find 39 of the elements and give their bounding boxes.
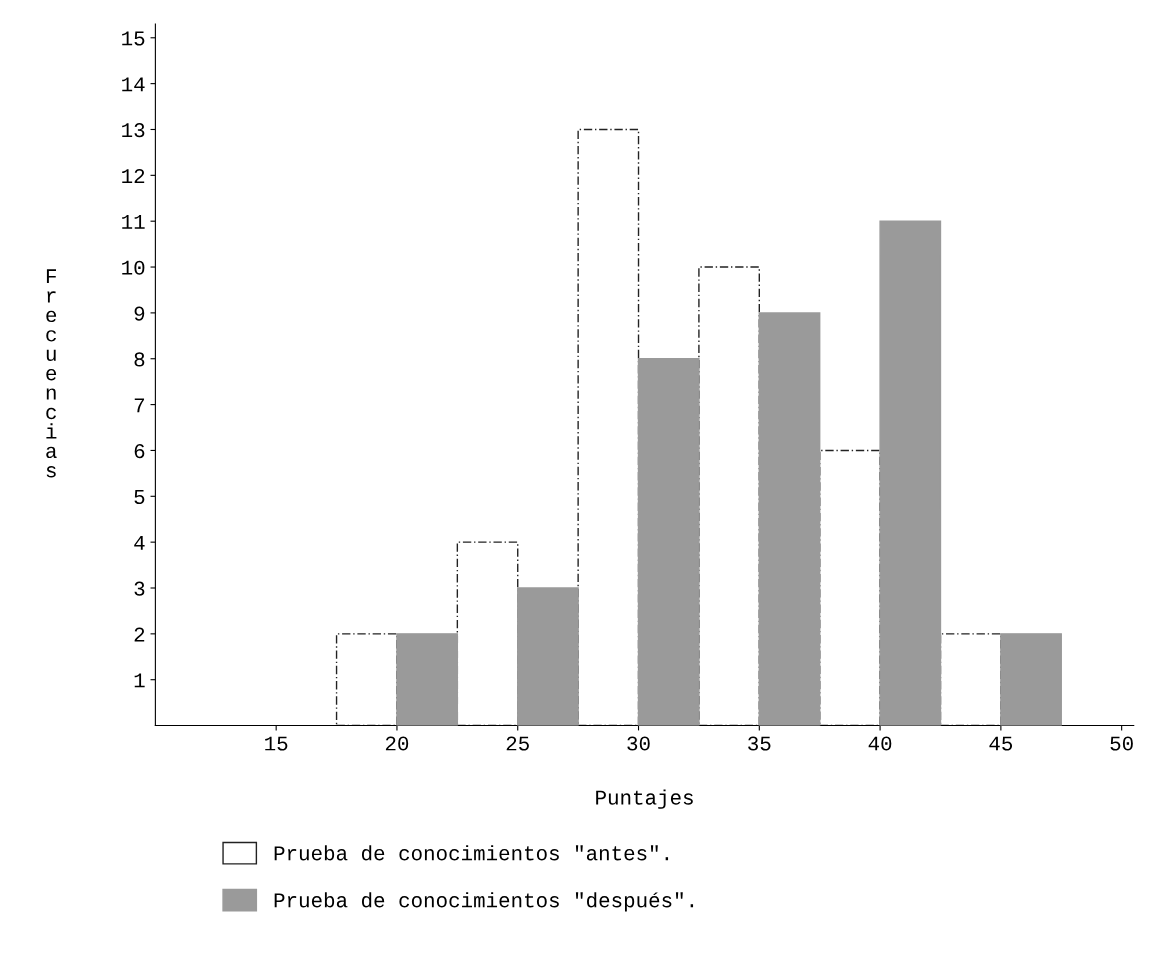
y-tick-label: 13 [122, 123, 145, 138]
x-tick-label: 35 [748, 736, 771, 751]
x-tick-label: 45 [989, 736, 1013, 751]
y-tick-label: 3 [134, 581, 145, 596]
y-tick-label: 1 [134, 673, 145, 688]
y-tick-label: 11 [122, 215, 145, 229]
legend-label: Prueba de conocimientos "después". [274, 892, 694, 912]
y-tick-label: 14 [122, 77, 145, 92]
bar [577, 128, 640, 726]
x-tick-label: 20 [385, 736, 409, 751]
y-tick-label: 6 [134, 444, 145, 459]
y-tick-label: 4 [134, 535, 145, 550]
bar [819, 449, 881, 726]
bar [698, 266, 760, 726]
x-tick-label: 25 [506, 736, 529, 751]
y-tick-label: 12 [122, 168, 145, 183]
bar [456, 541, 519, 726]
bar [939, 633, 1002, 726]
y-tick-label: 9 [134, 306, 145, 321]
bar [1000, 633, 1062, 726]
bar [517, 587, 579, 726]
y-tick-label: 5 [134, 490, 145, 505]
x-tick-label: 40 [868, 736, 892, 751]
bar [335, 633, 398, 726]
x-tick-label: 30 [627, 736, 650, 751]
bar [879, 220, 942, 726]
y-tick-label: 7 [134, 398, 145, 413]
y-tick-label: 10 [122, 260, 145, 275]
bar [758, 312, 821, 726]
y-tick-label: 2 [134, 627, 145, 642]
bar [637, 358, 700, 726]
x-tick-label: 50 [1110, 736, 1133, 751]
bar [396, 633, 459, 726]
y-tick-label: 8 [134, 352, 145, 367]
legend-label: Prueba de conocimientos "antes". [274, 845, 669, 861]
x-tick-label: 15 [265, 736, 288, 751]
x-axis-title: Puntajes [596, 789, 693, 809]
text: Frecuencias [46, 269, 57, 478]
y-tick-label: 15 [122, 31, 145, 46]
